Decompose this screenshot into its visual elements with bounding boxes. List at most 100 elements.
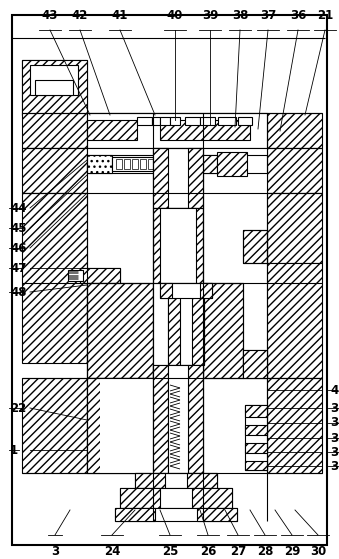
Bar — [267, 148, 322, 193]
Bar — [153, 148, 203, 208]
Bar — [153, 365, 203, 473]
Bar — [168, 295, 180, 365]
Text: 40: 40 — [167, 9, 183, 22]
Bar — [267, 378, 322, 473]
Bar — [180, 159, 186, 169]
Text: 47: 47 — [10, 262, 26, 274]
Bar — [87, 155, 112, 173]
Bar — [68, 270, 83, 281]
Bar — [168, 295, 204, 365]
Bar — [116, 159, 122, 169]
Bar — [112, 157, 192, 171]
Bar — [164, 159, 170, 169]
Text: 35: 35 — [330, 401, 339, 415]
Bar — [267, 263, 322, 378]
Bar — [160, 283, 212, 298]
Text: 32: 32 — [330, 446, 339, 458]
Text: 3: 3 — [51, 545, 59, 558]
Text: 26: 26 — [200, 545, 216, 558]
Text: 21: 21 — [317, 9, 333, 22]
Text: 4: 4 — [330, 383, 338, 396]
Text: 36: 36 — [290, 9, 306, 22]
Text: 31: 31 — [330, 459, 339, 472]
Bar — [238, 117, 252, 125]
Bar — [153, 365, 168, 473]
Bar — [245, 443, 267, 453]
Bar — [87, 378, 153, 473]
Bar — [22, 113, 267, 148]
Bar — [187, 473, 217, 488]
Bar — [87, 378, 153, 473]
Bar — [267, 113, 322, 148]
Text: 42: 42 — [72, 9, 88, 22]
Bar — [245, 405, 267, 470]
Bar — [87, 155, 267, 173]
Text: 28: 28 — [257, 545, 273, 558]
Bar — [160, 208, 196, 363]
Bar — [35, 80, 73, 95]
Bar — [200, 117, 215, 125]
Bar — [185, 117, 200, 125]
Bar — [160, 120, 250, 140]
Bar — [30, 65, 78, 95]
Bar — [188, 159, 194, 169]
Bar — [160, 283, 172, 298]
Bar — [22, 60, 87, 115]
Text: 24: 24 — [104, 545, 120, 558]
Bar — [197, 508, 237, 521]
Bar — [192, 488, 232, 508]
Text: 45: 45 — [10, 221, 26, 234]
Bar — [188, 365, 203, 473]
Bar — [153, 148, 168, 208]
Bar — [192, 295, 204, 365]
Bar — [203, 283, 243, 378]
Bar — [153, 283, 203, 378]
Bar — [87, 120, 137, 140]
Text: 37: 37 — [260, 9, 276, 22]
Text: 41: 41 — [112, 9, 128, 22]
Text: 46: 46 — [10, 241, 26, 254]
Bar — [132, 159, 138, 169]
Bar — [153, 208, 203, 363]
Bar — [87, 283, 153, 378]
Bar — [22, 193, 87, 363]
Text: 44: 44 — [10, 201, 26, 215]
Bar — [115, 508, 155, 521]
Bar — [245, 461, 267, 470]
Bar — [30, 65, 78, 95]
Bar — [87, 148, 267, 193]
Bar — [243, 350, 267, 378]
Bar — [35, 80, 73, 95]
Text: 39: 39 — [202, 9, 218, 22]
Bar — [30, 75, 40, 85]
Text: 25: 25 — [162, 545, 178, 558]
Text: 34: 34 — [330, 416, 339, 429]
Bar — [124, 159, 130, 169]
Bar — [140, 159, 146, 169]
Bar — [87, 283, 153, 378]
Bar — [156, 159, 162, 169]
Bar — [188, 148, 203, 208]
Bar — [243, 230, 267, 263]
Text: 30: 30 — [310, 545, 326, 558]
Bar — [22, 60, 87, 115]
Bar — [87, 113, 267, 148]
Bar — [22, 378, 87, 473]
Bar — [168, 365, 188, 473]
Bar — [22, 148, 87, 193]
Text: 29: 29 — [284, 545, 300, 558]
Bar — [170, 117, 180, 125]
Bar — [80, 268, 120, 283]
Bar — [120, 488, 232, 508]
Bar — [80, 268, 120, 283]
Bar — [218, 117, 236, 125]
Bar — [152, 117, 160, 125]
Bar — [267, 193, 322, 263]
Bar — [200, 283, 212, 298]
Text: 38: 38 — [232, 9, 248, 22]
Bar — [135, 473, 217, 488]
Bar — [172, 159, 178, 169]
Text: 27: 27 — [230, 545, 246, 558]
Bar — [243, 230, 267, 263]
Bar — [100, 378, 153, 473]
